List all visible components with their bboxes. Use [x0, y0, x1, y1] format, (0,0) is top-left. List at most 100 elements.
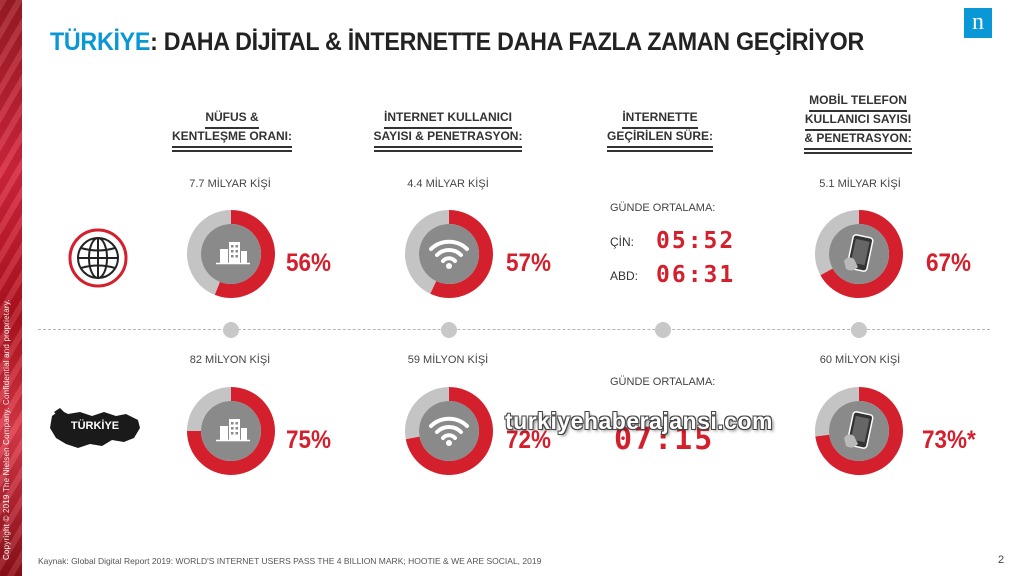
- pct-world-mobile: 67%: [926, 249, 972, 277]
- building-window: [231, 250, 234, 253]
- donut-turkey-urbanization: [187, 387, 275, 475]
- turkey-mobile-users: 60 MİLYON KİŞİ: [819, 354, 901, 366]
- building-window: [231, 245, 234, 248]
- turkey-map-icon: [50, 408, 140, 448]
- heading-line: KENTLEŞME ORANI:: [172, 129, 292, 148]
- donut-remaining: [404, 210, 449, 294]
- heading-line: KULLANICI SAYISI: [804, 112, 912, 131]
- donut-filled: [214, 210, 275, 298]
- heading-line: & PENETRASYON:: [804, 131, 912, 150]
- building-window: [231, 427, 234, 430]
- building-part: [220, 249, 228, 263]
- heading-line: NÜFUS &: [205, 110, 259, 129]
- column-heading-population: NÜFUS & KENTLEŞME ORANI:: [132, 110, 332, 152]
- wifi-arc: [429, 239, 469, 251]
- donut-filled: [815, 387, 903, 475]
- hand-shape: [844, 257, 858, 271]
- building-window: [231, 422, 234, 425]
- wifi-icon: [429, 239, 469, 263]
- world-time-label: GÜNDE ORTALAMA:: [610, 202, 716, 214]
- building-window: [235, 432, 238, 435]
- wifi-arc: [441, 256, 457, 263]
- phone-icon: [844, 411, 874, 449]
- building-part: [220, 426, 228, 440]
- building-window: [235, 245, 238, 248]
- divider-dot: [223, 322, 239, 338]
- donut-remaining: [815, 210, 859, 276]
- building-window: [231, 432, 234, 435]
- donut-world-internet: [404, 210, 493, 298]
- column-heading-internet: İNTERNET KULLANICI SAYISI & PENETRASYON:: [348, 110, 548, 152]
- pct-world-urbanization: 56%: [286, 249, 332, 277]
- dashed-divider: [38, 329, 990, 330]
- building-window: [235, 255, 238, 258]
- copyright-text: Copyright © 2019 The Nielsen Company. Co…: [2, 299, 11, 560]
- title-rest: : DAHA DİJİTAL & İNTERNETTE DAHA FAZLA Z…: [150, 28, 864, 56]
- building-part: [241, 428, 247, 440]
- building-window: [235, 250, 238, 253]
- turkey-internet-users: 59 MİLYON KİŞİ: [407, 354, 489, 366]
- china-time: 05:52: [656, 228, 736, 254]
- donut-center: [419, 401, 479, 461]
- building-window: [235, 427, 238, 430]
- phone-screen: [850, 415, 870, 443]
- donut-remaining: [405, 387, 449, 440]
- building-window: [231, 255, 234, 258]
- wifi-arc: [435, 248, 463, 257]
- donut-remaining: [186, 210, 231, 295]
- phone-screen: [850, 238, 870, 266]
- donut-filled: [405, 387, 493, 475]
- donut-remaining: [187, 387, 231, 431]
- wifi-dot: [446, 440, 452, 446]
- building-icon: [216, 419, 250, 442]
- usa-label: ABD:: [610, 269, 639, 283]
- heading-line: SAYISI & PENETRASYON:: [373, 129, 523, 148]
- world-mobile-users: 5.1 MİLYAR KİŞİ: [819, 178, 901, 190]
- pct-world-internet: 57%: [506, 249, 552, 277]
- donut-filled: [430, 210, 493, 298]
- donut-world-urbanization: [186, 210, 275, 298]
- phone-icon: [844, 234, 874, 272]
- divider-dot: [441, 322, 457, 338]
- donut-center: [419, 224, 479, 284]
- column-heading-mobile: MOBİL TELEFON KULLANICI SAYISI & PENETRASY…: [758, 93, 958, 154]
- column-heading-time: İNTERNETTE GEÇİRİLEN SÜRE:: [560, 110, 760, 152]
- source-note: Kaynak: Global Digital Report 2019: WORL…: [38, 556, 542, 566]
- turkey-time-label: GÜNDE ORTALAMA:: [610, 376, 716, 388]
- hand-shape: [844, 434, 858, 448]
- left-decorative-band: Copyright © 2019 The Nielsen Company. Co…: [0, 0, 22, 576]
- pct-turkey-internet: 72%: [506, 426, 552, 454]
- turkey-time: 07:15: [614, 422, 715, 457]
- donut-filled: [187, 387, 275, 475]
- building-part: [241, 251, 247, 263]
- pct-turkey-mobile: 73%*: [922, 426, 976, 454]
- building-part: [229, 419, 240, 440]
- building-icon: [216, 242, 250, 265]
- watermark: turkiyehaberajansi.com: [505, 408, 773, 434]
- world-population: 7.7 MİLYAR KİŞİ: [189, 178, 271, 190]
- pct-turkey-urbanization: 75%: [286, 426, 332, 454]
- building-window: [235, 422, 238, 425]
- wifi-arc: [429, 416, 469, 428]
- wifi-icon: [429, 416, 469, 440]
- page-number: 2: [998, 554, 1005, 566]
- heading-line: İNTERNET KULLANICI: [383, 110, 512, 129]
- turkey-population: 82 MİLYON KİŞİ: [189, 354, 271, 366]
- world-internet-users: 4.4 MİLYAR KİŞİ: [407, 178, 489, 190]
- globe-icon: [68, 228, 128, 288]
- usa-time: 06:31: [656, 262, 736, 288]
- donut-filled: [820, 210, 903, 298]
- page-title: TÜRKİYE: DAHA DİJİTAL & İNTERNETTE DAHA …: [50, 28, 864, 57]
- divider-dot: [655, 322, 671, 338]
- wifi-dot: [446, 263, 452, 269]
- wifi-arc: [435, 425, 463, 434]
- heading-line: MOBİL TELEFON: [809, 93, 907, 112]
- heading-line: GEÇİRİLEN SÜRE:: [606, 129, 713, 148]
- donut-world-mobile: [815, 210, 903, 298]
- nielsen-logo: n: [964, 8, 992, 38]
- china-label: ÇİN:: [610, 235, 634, 249]
- heading-line: İNTERNETTE: [622, 110, 698, 129]
- building-part: [229, 242, 240, 263]
- wifi-arc: [441, 433, 457, 440]
- title-accent: TÜRKİYE: [50, 28, 151, 56]
